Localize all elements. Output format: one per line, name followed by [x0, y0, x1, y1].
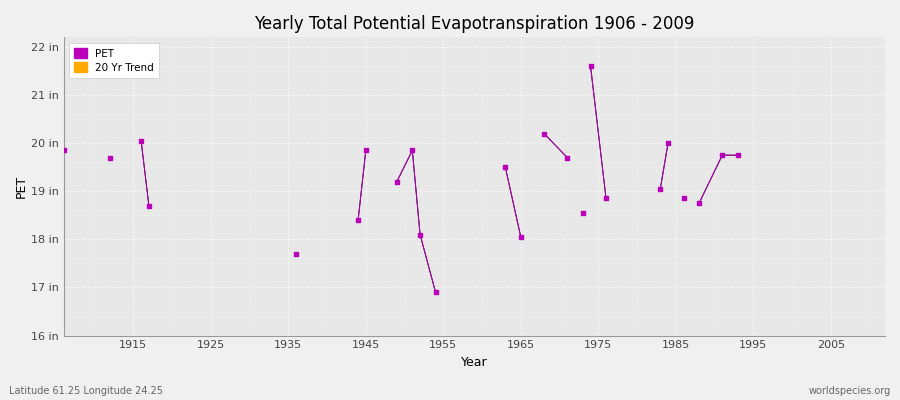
- Point: [560, 154, 574, 161]
- Point: [514, 234, 528, 240]
- Point: [676, 195, 690, 202]
- Point: [390, 178, 404, 185]
- Point: [405, 147, 419, 154]
- Point: [583, 63, 598, 69]
- Point: [134, 138, 148, 144]
- Point: [537, 130, 552, 137]
- Point: [653, 186, 668, 192]
- Point: [413, 231, 428, 238]
- Title: Yearly Total Potential Evapotranspiration 1906 - 2009: Yearly Total Potential Evapotranspiratio…: [254, 15, 695, 33]
- Point: [576, 210, 590, 216]
- Text: Latitude 61.25 Longitude 24.25: Latitude 61.25 Longitude 24.25: [9, 386, 163, 396]
- Y-axis label: PET: PET: [15, 175, 28, 198]
- Point: [351, 217, 365, 223]
- Point: [141, 202, 156, 209]
- Point: [57, 147, 71, 154]
- Point: [428, 289, 443, 296]
- Point: [731, 152, 745, 158]
- Point: [358, 147, 373, 154]
- Point: [692, 200, 706, 206]
- Legend: PET, 20 Yr Trend: PET, 20 Yr Trend: [68, 42, 158, 78]
- Point: [289, 251, 303, 257]
- Point: [103, 154, 117, 161]
- X-axis label: Year: Year: [461, 356, 488, 369]
- Text: worldspecies.org: worldspecies.org: [809, 386, 891, 396]
- Point: [716, 152, 730, 158]
- Point: [498, 164, 512, 170]
- Point: [661, 140, 675, 146]
- Point: [598, 195, 613, 202]
